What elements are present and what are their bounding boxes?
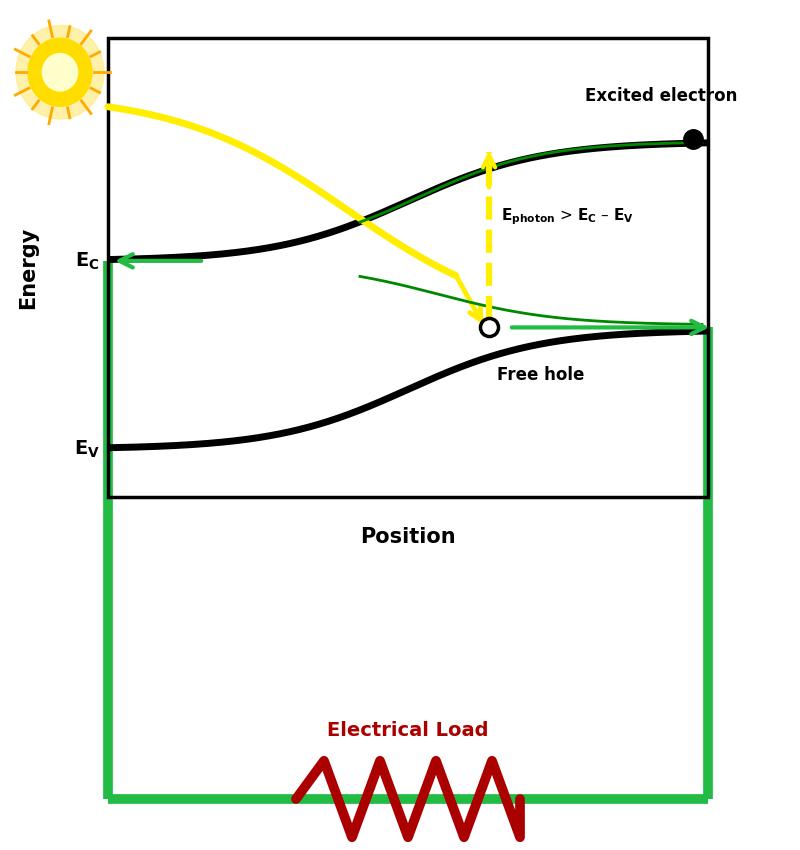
Text: $\mathbf{E_{photon}}$ > $\mathbf{E_C}$ – $\mathbf{E_V}$: $\mathbf{E_{photon}}$ > $\mathbf{E_C}$ –… [501, 206, 634, 227]
Circle shape [42, 54, 78, 91]
Text: Excited electron: Excited electron [585, 88, 737, 105]
Text: $\mathbf{E_V}$: $\mathbf{E_V}$ [74, 439, 100, 460]
Circle shape [28, 38, 92, 106]
Text: Free hole: Free hole [497, 366, 584, 383]
Text: $\mathbf{E_C}$: $\mathbf{E_C}$ [75, 250, 100, 271]
Text: Position: Position [360, 527, 456, 547]
Text: Electrical Load: Electrical Load [327, 721, 489, 740]
Circle shape [16, 26, 104, 119]
Text: Energy: Energy [18, 227, 38, 309]
